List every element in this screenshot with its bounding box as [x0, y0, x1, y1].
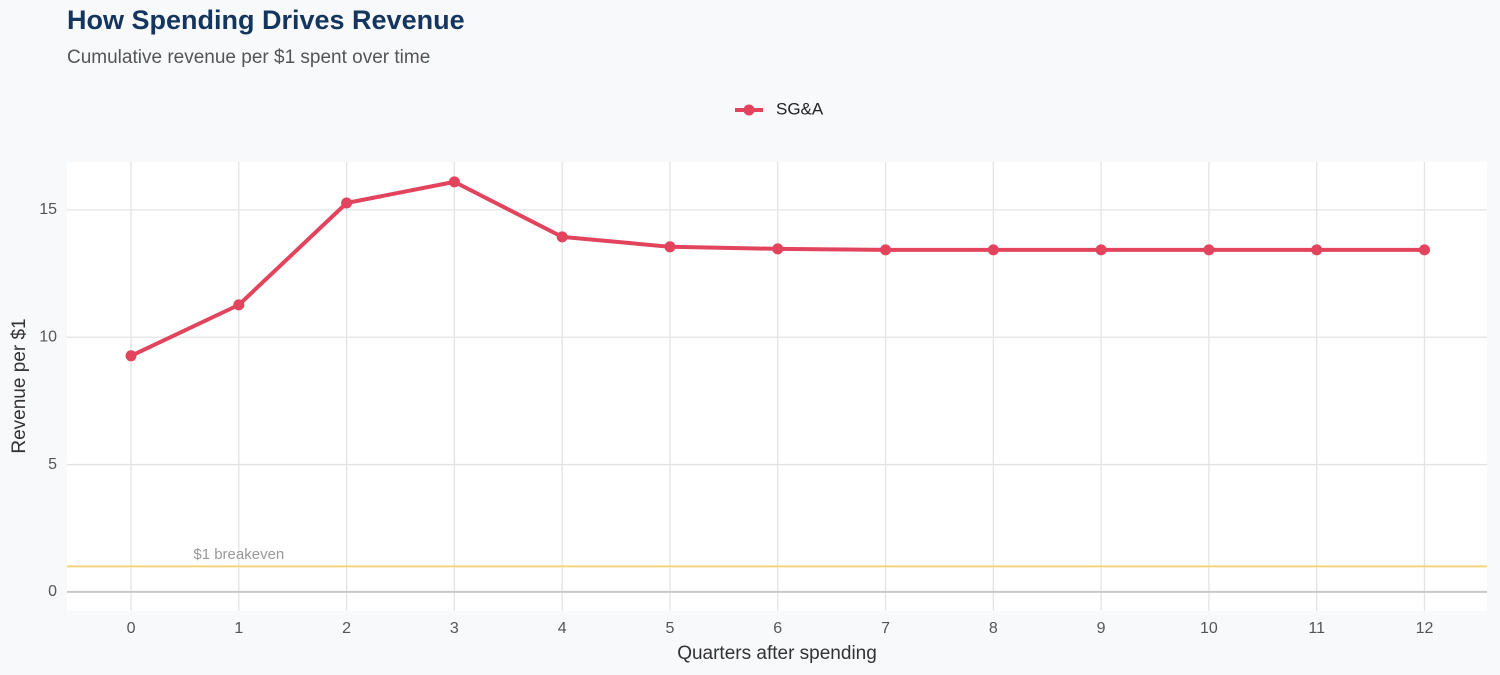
- y-axis-label: Revenue per $1: [9, 318, 30, 453]
- x-axis-label: Quarters after spending: [677, 643, 877, 664]
- data-point: [233, 299, 245, 311]
- data-point: [1203, 244, 1215, 256]
- data-point: [448, 176, 460, 188]
- x-tick-label: 1: [234, 620, 243, 637]
- x-tick-label: 9: [1097, 620, 1106, 637]
- y-tick-label: 0: [48, 583, 57, 600]
- data-point: [1311, 244, 1323, 256]
- x-tick-label: 5: [666, 620, 675, 637]
- chart-title: How Spending Drives Revenue: [67, 5, 465, 35]
- x-tick-label: 2: [342, 620, 351, 637]
- data-point: [987, 244, 999, 256]
- legend-label: SG&A: [776, 99, 824, 118]
- x-tick-label: 3: [450, 620, 459, 637]
- data-point: [556, 231, 568, 243]
- data-point: [664, 241, 676, 253]
- data-point: [341, 197, 353, 209]
- x-tick-label: 7: [881, 620, 890, 637]
- annotation: $1 breakeven: [193, 546, 284, 563]
- x-tick-label: 0: [127, 620, 136, 637]
- x-tick-label: 6: [773, 620, 782, 637]
- x-tick-label: 12: [1416, 620, 1434, 637]
- x-tick-label: 4: [558, 620, 567, 637]
- data-point: [1418, 244, 1430, 256]
- data-point: [772, 243, 784, 255]
- y-tick-label: 15: [39, 201, 57, 218]
- x-tick-label: 11: [1308, 620, 1325, 637]
- data-point: [880, 244, 892, 256]
- y-tick-label: 10: [39, 328, 57, 345]
- data-point: [125, 350, 137, 362]
- y-tick-label: 5: [48, 456, 57, 473]
- x-tick-label: 8: [989, 620, 998, 637]
- legend-swatch-dot: [743, 104, 755, 116]
- data-point: [1095, 244, 1107, 256]
- x-tick-label: 10: [1200, 620, 1218, 637]
- chart-subtitle: Cumulative revenue per $1 spent over tim…: [67, 47, 430, 68]
- plot-panel: [67, 162, 1487, 611]
